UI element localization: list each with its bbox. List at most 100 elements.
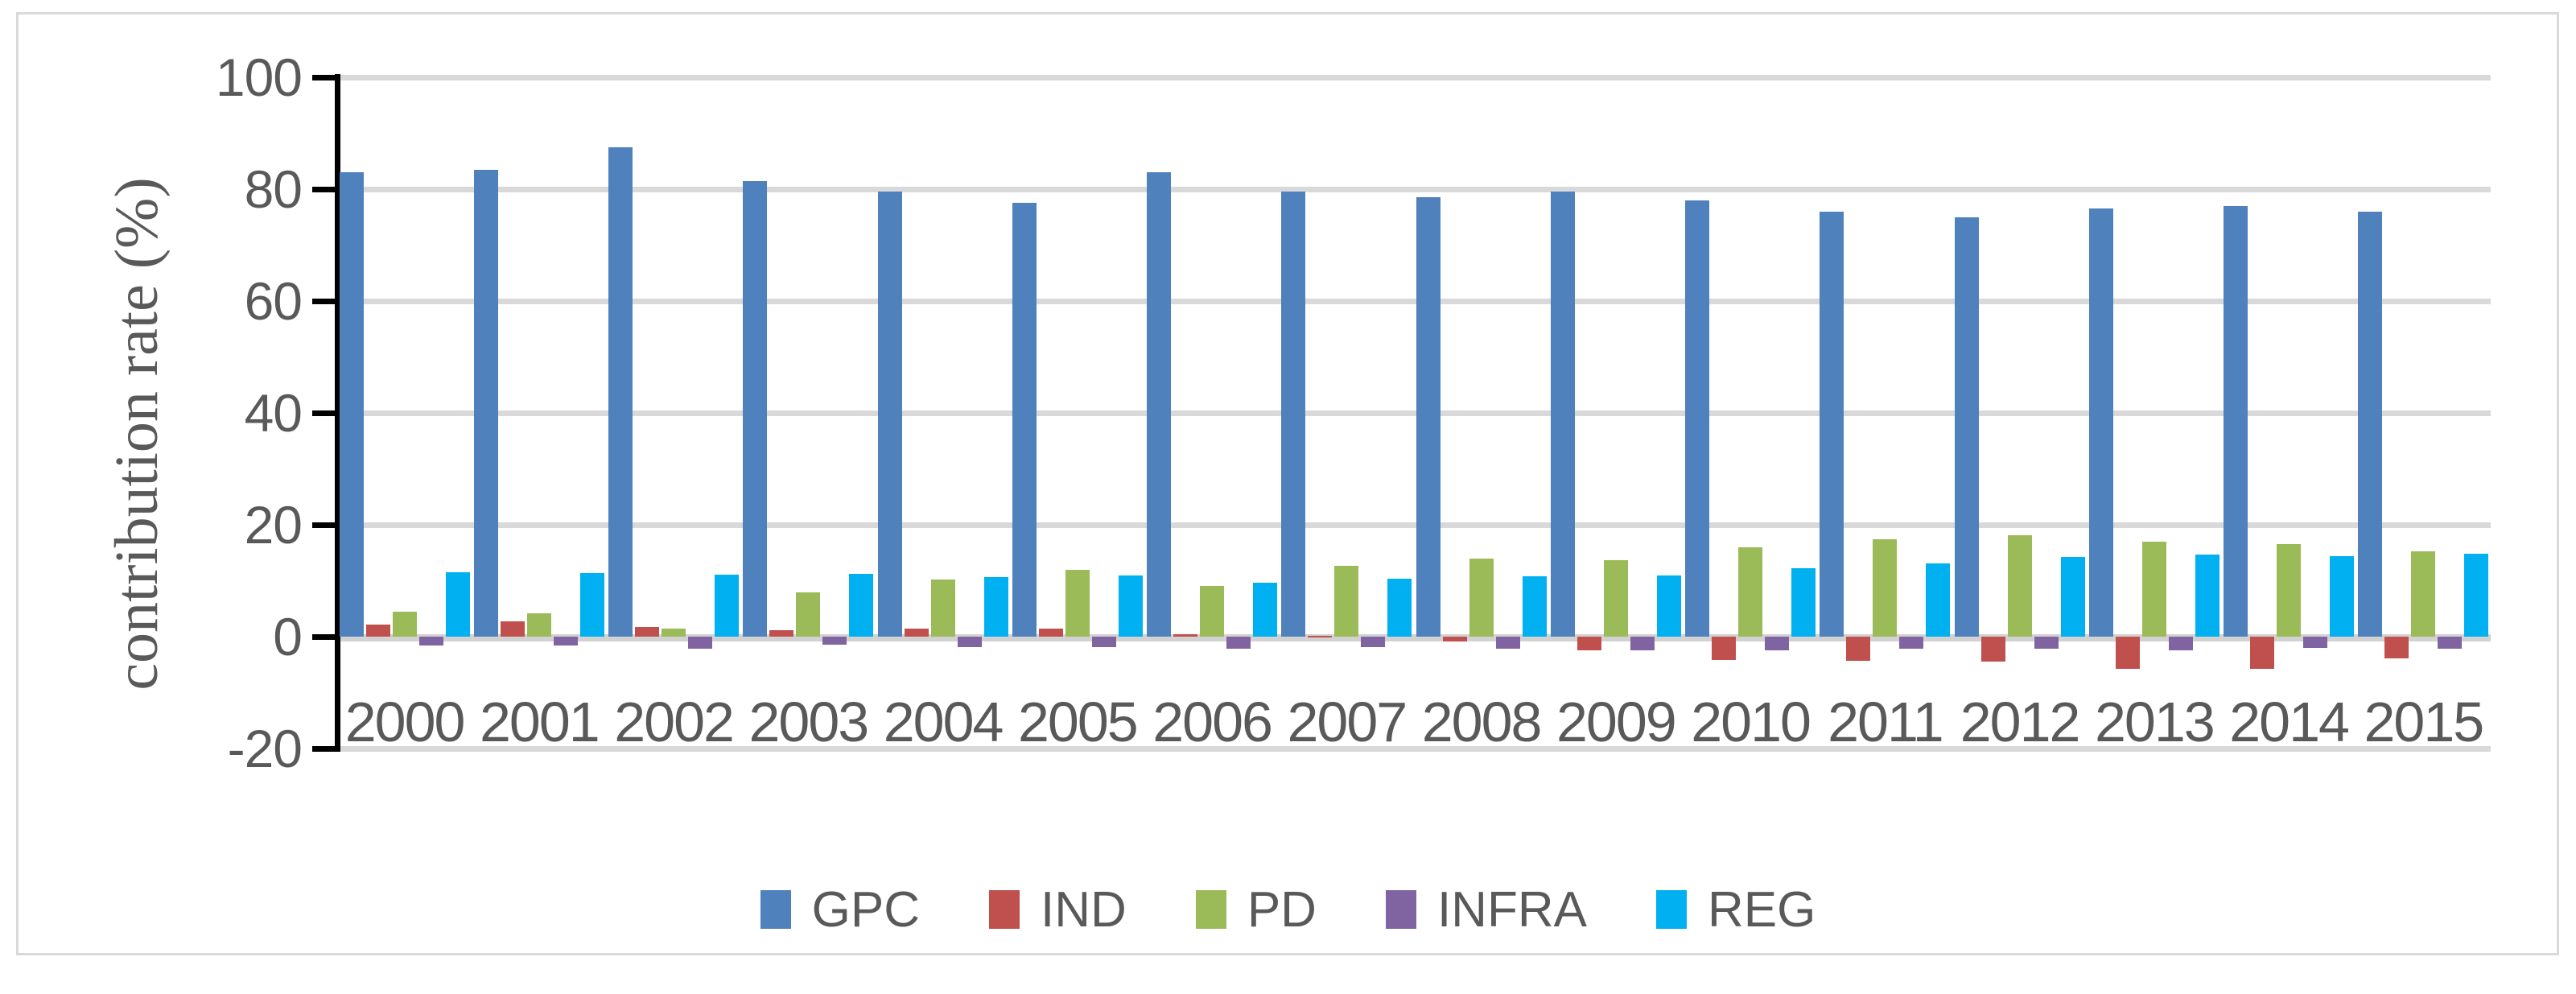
bar (983, 577, 1008, 637)
bar (1712, 637, 1737, 661)
x-axis-category-label: 2003 (748, 691, 870, 753)
bar (1954, 217, 1979, 637)
bar (2168, 637, 2193, 651)
legend-label: REG (1707, 881, 1816, 938)
legend-swatch-icon (989, 890, 1020, 929)
bar (2060, 557, 2085, 637)
bar (418, 637, 443, 646)
bar (1065, 570, 1090, 637)
bar (1765, 637, 1790, 650)
bar (715, 574, 740, 637)
x-axis-category-label: 2005 (1018, 691, 1139, 753)
bar (662, 629, 686, 637)
gridline (337, 299, 2491, 304)
bar (2224, 205, 2248, 637)
x-axis-category-label: 2010 (1691, 691, 1811, 753)
bar (1873, 539, 1898, 637)
gridline (337, 410, 2491, 416)
bar (2088, 208, 2113, 637)
bar (1226, 637, 1251, 650)
bar (2411, 551, 2436, 637)
bar (2034, 637, 2059, 650)
bar (1656, 575, 1681, 637)
bar (1334, 565, 1359, 637)
bar (1899, 637, 1924, 650)
bar (877, 192, 902, 637)
bar (608, 146, 633, 637)
bar (1980, 637, 2005, 662)
x-axis-category-label: 2001 (480, 691, 600, 753)
x-axis-category-label: 2002 (614, 691, 735, 753)
bar (2464, 554, 2489, 637)
x-axis-category-label: 2014 (2229, 691, 2350, 753)
bar (2115, 637, 2140, 670)
bar (1926, 563, 1951, 637)
y-axis-tickmark (312, 187, 337, 192)
gridline (337, 187, 2491, 192)
y-axis-tickmark (312, 299, 337, 304)
bar (2438, 637, 2463, 650)
bar (2384, 637, 2409, 659)
bar (769, 630, 794, 637)
bar (1147, 172, 1172, 637)
bar (579, 573, 604, 637)
bar (957, 637, 982, 648)
bar (1308, 636, 1333, 638)
y-axis-tickmark (312, 522, 337, 528)
x-axis-category-label: 2004 (883, 691, 1004, 753)
legend-item-infra: INFRA (1385, 881, 1587, 938)
bar (392, 611, 417, 637)
legend-swatch-icon (760, 890, 791, 929)
bar (1281, 192, 1306, 637)
bar (1495, 637, 1520, 650)
bar (1387, 579, 1412, 637)
bar (365, 624, 390, 637)
x-axis-category-label: 2015 (2364, 691, 2485, 753)
bar (1038, 628, 1063, 637)
x-axis-category-label: 2009 (1556, 691, 1677, 753)
bar (553, 637, 578, 646)
legend-label: IND (1041, 881, 1127, 938)
bar (1416, 197, 1440, 637)
y-axis-tickmark (312, 75, 337, 80)
x-axis-category-label: 2013 (2095, 691, 2215, 753)
bar (1685, 200, 1710, 637)
bar (1253, 583, 1278, 637)
bar (1846, 637, 1871, 661)
bar (1550, 192, 1575, 637)
legend-item-reg: REG (1655, 881, 1816, 938)
bar (526, 612, 551, 637)
legend-swatch-icon (1655, 890, 1687, 929)
bar (2358, 211, 2383, 637)
bar (339, 172, 364, 637)
bar (1577, 637, 1601, 650)
bar (1012, 203, 1037, 637)
y-axis-tick-label: 40 (244, 383, 303, 443)
bar (849, 574, 874, 637)
bar (1361, 637, 1386, 648)
bar (2141, 541, 2166, 637)
bar (1469, 559, 1494, 637)
bar (1118, 575, 1143, 637)
x-axis-category-label: 2000 (344, 691, 466, 753)
bar (688, 637, 713, 650)
bar (473, 169, 498, 637)
y-axis-line (335, 74, 340, 752)
bar (743, 180, 768, 637)
legend-item-ind: IND (989, 881, 1127, 938)
bar (1522, 575, 1547, 637)
y-axis-tickmark (312, 634, 337, 640)
gridline (337, 746, 2491, 752)
bar (1738, 547, 1763, 637)
bar (2277, 543, 2302, 637)
bar (445, 572, 470, 637)
gridline (337, 522, 2491, 528)
y-axis-tickmark (312, 410, 337, 416)
bar (1603, 560, 1628, 637)
legend-swatch-icon (1195, 890, 1226, 929)
bar (2303, 637, 2328, 648)
y-axis-tick-label: 0 (273, 607, 303, 666)
x-axis-category-label: 2008 (1421, 691, 1543, 753)
legend: GPC IND PD INFRA REG (0, 873, 2576, 946)
